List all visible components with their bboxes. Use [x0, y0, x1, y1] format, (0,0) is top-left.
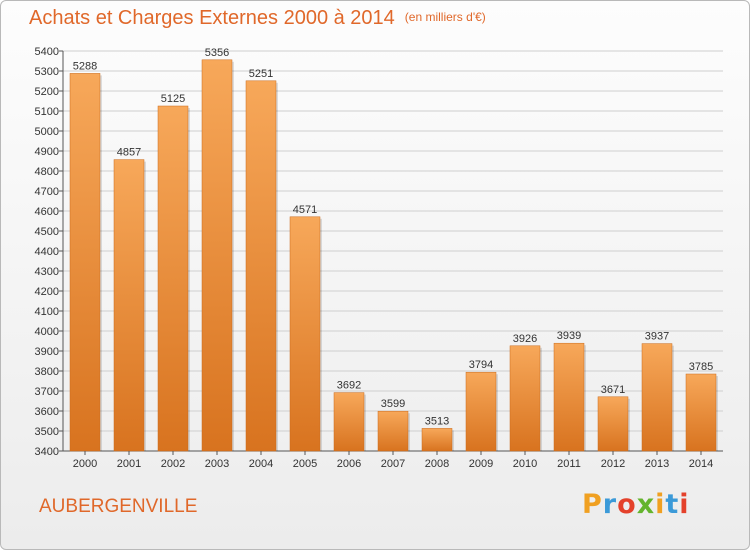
y-tick-label: 4100 [35, 306, 59, 318]
bar-value-label: 3937 [645, 331, 669, 343]
y-tick-label: 3600 [35, 406, 59, 418]
bar [377, 410, 409, 452]
x-tick-label: 2001 [117, 458, 141, 470]
y-tick-label: 3700 [35, 386, 59, 398]
logo-letter: r [602, 489, 618, 520]
y-tick-label: 5200 [35, 86, 59, 98]
y-tick-label: 3400 [35, 446, 59, 458]
bar [333, 392, 365, 452]
x-tick-label: 2006 [337, 458, 361, 470]
bar [157, 105, 189, 452]
y-tick-label: 3900 [35, 346, 59, 358]
bar [509, 345, 541, 452]
bar [465, 371, 497, 452]
bar-value-label: 3939 [557, 330, 581, 342]
bar-value-label: 3692 [337, 380, 361, 392]
bar [685, 373, 717, 452]
x-tick-label: 2002 [161, 458, 185, 470]
bar [421, 428, 453, 452]
y-tick-label: 3500 [35, 426, 59, 438]
y-tick-label: 4600 [35, 206, 59, 218]
bar-value-label: 3794 [469, 359, 493, 371]
y-tick-label: 5400 [35, 46, 59, 58]
y-tick-label: 5300 [35, 66, 59, 78]
y-tick-label: 4900 [35, 146, 59, 158]
y-tick-label: 4500 [35, 226, 59, 238]
y-tick-label: 5100 [35, 106, 59, 118]
bar-value-label: 3926 [513, 333, 537, 345]
bar-value-label: 3785 [689, 361, 713, 373]
bar [201, 59, 233, 452]
bar [245, 80, 277, 452]
bar [69, 73, 101, 452]
bar-value-label: 5125 [161, 93, 185, 105]
bars [69, 59, 718, 452]
x-tick-label: 2011 [557, 458, 581, 470]
bar [289, 216, 321, 452]
logo-letter: P [582, 489, 603, 520]
bar-value-label: 5356 [205, 47, 229, 59]
logo-letter: o [617, 489, 637, 520]
x-tick-label: 2003 [205, 458, 229, 470]
x-tick-label: 2000 [73, 458, 97, 470]
data-labels: 5288 4857 5125 5356 5251 4571 3692 3599 3513 3794… [73, 47, 713, 428]
bar [641, 343, 673, 452]
x-tick-label: 2012 [601, 458, 625, 470]
x-tick-label: 2009 [469, 458, 493, 470]
logo-letter: x [636, 489, 656, 520]
logo-letter: t [665, 489, 680, 520]
bar-value-label: 3599 [381, 398, 405, 410]
y-tick-label: 5000 [35, 126, 59, 138]
bar [597, 396, 629, 452]
logo-letter: i [655, 489, 666, 520]
y-tick-labels: 3400 3500 3600 3700 3800 3900 4000 4100 4200 4300… [35, 46, 59, 458]
x-tick-label: 2010 [513, 458, 537, 470]
logo-letter: i [679, 489, 690, 520]
commune-name: AUBERGENVILLE [39, 496, 198, 517]
x-tick-label: 2007 [381, 458, 405, 470]
y-tick-label: 4700 [35, 186, 59, 198]
y-tick-label: 4400 [35, 246, 59, 258]
bar-value-label: 3513 [425, 415, 449, 427]
bar-value-label: 4571 [293, 204, 317, 216]
bar-value-label: 5288 [73, 60, 97, 72]
y-tick-label: 3800 [35, 366, 59, 378]
bar-value-label: 3671 [601, 384, 625, 396]
x-tick-label: 2013 [645, 458, 669, 470]
x-tick-label: 2014 [689, 458, 713, 470]
y-tick-label: 4000 [35, 326, 59, 338]
bar-value-label: 4857 [117, 147, 141, 159]
title-text: Achats et Charges Externes 2000 à 2014 [29, 7, 395, 29]
bar [553, 342, 585, 452]
y-tick-label: 4200 [35, 286, 59, 298]
bar-value-label: 5251 [249, 68, 273, 80]
bar [113, 159, 145, 452]
unit-label: (en milliers d'€) [404, 10, 486, 24]
x-tick-label: 2008 [425, 458, 449, 470]
x-tick-label: 2004 [249, 458, 273, 470]
proxiti-logo: Proxiti [582, 489, 690, 520]
x-tick-label: 2005 [293, 458, 317, 470]
chart-title: Achats et Charges Externes 2000 à 2014 (e… [29, 7, 486, 30]
y-tick-label: 4300 [35, 266, 59, 278]
x-tick-labels: 2000 2001 2002 2003 2004 2005 2006 2007 2008 2009… [73, 451, 713, 470]
y-tick-label: 4800 [35, 166, 59, 178]
